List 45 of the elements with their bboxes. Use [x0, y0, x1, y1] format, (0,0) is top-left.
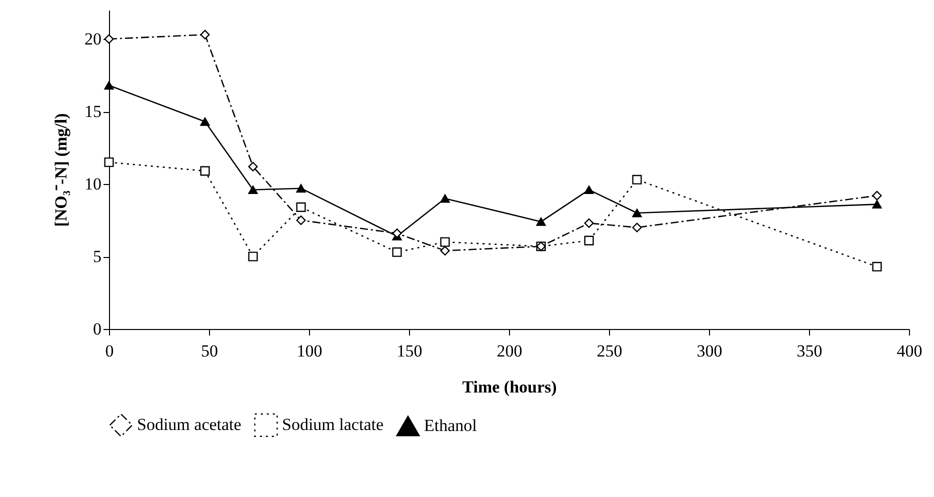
point — [200, 30, 210, 40]
point — [200, 166, 210, 176]
point — [440, 194, 450, 203]
point — [584, 186, 594, 194]
point — [872, 190, 882, 200]
point — [440, 237, 450, 247]
point — [248, 162, 258, 172]
point — [248, 252, 258, 262]
legend-label: Ethanol — [424, 416, 478, 435]
y-tick-label: 15 — [84, 102, 102, 121]
y-tick-label: 5 — [93, 247, 102, 266]
x-tick-label: 300 — [696, 342, 722, 360]
point — [584, 236, 594, 246]
x-tick-label: 50 — [201, 342, 218, 360]
point — [200, 117, 210, 126]
point — [536, 217, 546, 226]
x-axis-title: Time (hours) — [462, 378, 557, 396]
point — [872, 200, 882, 209]
point — [104, 34, 114, 44]
point — [296, 202, 306, 212]
point — [872, 262, 882, 272]
point — [248, 186, 258, 194]
legend-label: Sodium lactate — [282, 415, 384, 434]
point — [296, 215, 306, 226]
point — [632, 222, 642, 232]
point — [584, 218, 594, 228]
point — [632, 208, 642, 218]
legend-label: Sodium acetate — [137, 415, 242, 434]
point — [296, 184, 306, 193]
point — [392, 247, 402, 257]
x-tick-label: 350 — [796, 342, 822, 360]
x-tick-label: 100 — [296, 342, 322, 360]
x-tick-label: 200 — [496, 342, 522, 360]
y-axis-title: [NO₃⁻-N] (mg/l) — [52, 113, 70, 227]
y-tick-label: 10 — [84, 174, 102, 194]
x-tick-label: 250 — [596, 342, 622, 360]
y-tick-label: 20 — [84, 30, 102, 48]
point — [104, 157, 114, 168]
x-tick-label: 0 — [105, 342, 114, 360]
point — [632, 174, 642, 184]
point — [104, 81, 114, 90]
x-tick-label: 400 — [896, 342, 922, 360]
point — [440, 246, 450, 256]
x-tick-label: 150 — [396, 342, 422, 360]
y-tick-label: 0 — [93, 320, 102, 338]
